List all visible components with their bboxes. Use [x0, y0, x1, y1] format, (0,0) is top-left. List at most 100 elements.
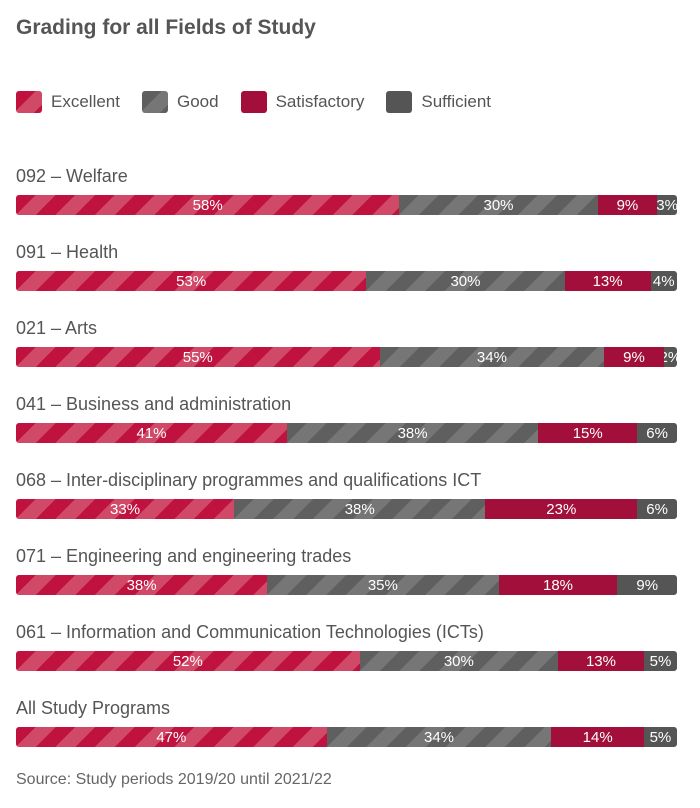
data-label: 9%: [623, 348, 645, 366]
data-label: 15%: [572, 424, 603, 442]
bar-segment-excellent: 41%: [16, 423, 287, 443]
bar-row: All Study Programs 47% 34% 14% 5%: [16, 698, 677, 774]
bar-row: 041 – Business and administration 41% 38% 1…: [16, 394, 677, 470]
data-label: 9%: [636, 576, 659, 594]
bar-segment-satisfactory: 14%: [551, 727, 644, 747]
data-label: 5%: [649, 728, 672, 746]
data-label: 9%: [616, 196, 639, 214]
bar-segment-good: 38%: [287, 423, 539, 443]
bar-row: 092 – Welfare 58% 30% 9% 3%: [16, 166, 677, 242]
legend: Excellent Good Satisfactory Sufficient: [16, 90, 513, 114]
data-label: 13%: [585, 652, 616, 670]
bar-segment-good: 30%: [399, 195, 598, 215]
stacked-bar: 41% 38% 15% 6%: [16, 423, 677, 443]
stacked-bar: 38% 35% 18% 9%: [16, 575, 677, 595]
data-label: 18%: [542, 576, 574, 594]
legend-item-satisfactory: Satisfactory: [240, 91, 365, 113]
data-label: 35%: [367, 576, 398, 594]
data-label: 55%: [182, 348, 213, 366]
data-label: 52%: [172, 652, 203, 670]
category-label: 021 – Arts: [16, 318, 98, 338]
bar-segment-sufficient: 4%: [650, 271, 677, 291]
chart-title: Grading for all Fields of Study: [16, 16, 316, 39]
category-label: 041 – Business and administration: [16, 394, 292, 414]
bar-segment-sufficient: 6%: [637, 423, 677, 443]
data-label: 4%: [652, 272, 675, 290]
legend-swatch-sufficient: [386, 91, 413, 113]
data-label: 41%: [136, 424, 167, 442]
stacked-bar: 33% 38% 23% 6%: [16, 499, 677, 519]
data-label: 58%: [192, 196, 223, 214]
data-label: 34%: [424, 728, 455, 746]
category-label: 068 – Inter-disciplinary programmes and …: [16, 470, 482, 490]
bar-row: 068 – Inter-disciplinary programmes and …: [16, 470, 677, 546]
bar-segment-good: 34%: [379, 347, 605, 367]
bar-row: 061 – Information and Communication Tech…: [16, 622, 677, 698]
bar-segment-excellent: 38%: [16, 575, 268, 595]
bar-segment-excellent: 58%: [16, 195, 400, 215]
legend-item-good: Good: [141, 91, 219, 113]
stacked-bar: 47% 34% 14% 5%: [16, 727, 677, 747]
stacked-bar: 58% 30% 9% 3%: [16, 195, 677, 215]
bar-segment-satisfactory: 23%: [485, 499, 638, 519]
category-label: 061 – Information and Communication Tech…: [16, 622, 484, 642]
bar-segment-sufficient: 5%: [643, 651, 677, 671]
bar-row: 021 – Arts 55% 34% 9% 2%: [16, 318, 677, 394]
category-label: 092 – Welfare: [16, 166, 128, 186]
data-label: 30%: [443, 652, 474, 670]
data-label: 6%: [646, 424, 668, 442]
bar-segment-excellent: 33%: [16, 499, 235, 519]
data-label: 30%: [483, 196, 514, 214]
legend-label-excellent: Excellent: [51, 92, 120, 111]
category-label: 071 – Engineering and engineering trades: [16, 546, 352, 566]
data-label: 3%: [657, 196, 677, 214]
bar-segment-satisfactory: 15%: [538, 423, 638, 443]
bar-segment-satisfactory: 13%: [558, 651, 644, 671]
bar-segment-satisfactory: 13%: [564, 271, 651, 291]
legend-label-good: Good: [176, 92, 219, 111]
bar-segment-sufficient: 2%: [663, 347, 677, 367]
data-label: 33%: [110, 500, 141, 518]
legend-label-satisfactory: Satisfactory: [275, 92, 365, 111]
bar-segment-good: 35%: [267, 575, 499, 595]
stacked-bar: 53% 30% 13% 4%: [16, 271, 677, 291]
data-label: 5%: [649, 652, 672, 670]
bar-segment-excellent: 52%: [16, 651, 360, 671]
bar-segment-satisfactory: 9%: [597, 195, 658, 215]
bar-segment-good: 30%: [366, 271, 565, 291]
data-label: 53%: [176, 272, 207, 290]
bar-segment-sufficient: 5%: [643, 727, 677, 747]
chart-rows: 092 – Welfare 58% 30% 9% 3% 091 – Health 53% 30…: [16, 166, 677, 774]
data-label: 38%: [397, 424, 428, 442]
bar-segment-satisfactory: 9%: [604, 347, 664, 367]
stacked-bar: 52% 30% 13% 5%: [16, 651, 677, 671]
data-label: 2%: [664, 349, 677, 366]
data-label: 38%: [344, 500, 375, 518]
bar-segment-excellent: 55%: [16, 347, 380, 367]
data-label: 13%: [592, 272, 623, 290]
legend-item-sufficient: Sufficient: [386, 91, 491, 113]
legend-item-excellent: Excellent: [16, 91, 120, 113]
legend-swatch-excellent: [16, 91, 42, 113]
bar-segment-sufficient: 3%: [657, 195, 677, 215]
stacked-bar: 55% 34% 9% 2%: [16, 347, 677, 367]
category-label: 091 – Health: [16, 242, 119, 262]
bar-row: 091 – Health 53% 30% 13% 4%: [16, 242, 677, 318]
bar-segment-satisfactory: 18%: [498, 575, 618, 595]
data-label: 34%: [476, 348, 507, 366]
bar-segment-excellent: 47%: [16, 727, 327, 747]
source-note: Source: Study periods 2019/20 until 2021…: [16, 771, 332, 788]
legend-swatch-good: [141, 91, 168, 113]
bar-segment-excellent: 53%: [16, 271, 367, 291]
bar-segment-good: 34%: [326, 727, 552, 747]
data-label: 47%: [156, 728, 187, 746]
data-label: 6%: [646, 500, 668, 518]
data-label: 30%: [450, 272, 481, 290]
data-label: 38%: [126, 576, 157, 594]
legend-label-sufficient: Sufficient: [421, 92, 492, 111]
legend-swatch-satisfactory: [240, 91, 267, 113]
data-label: 23%: [546, 500, 577, 518]
category-label: All Study Programs: [16, 698, 171, 718]
bar-row: 071 – Engineering and engineering trades…: [16, 546, 677, 622]
bar-segment-good: 38%: [234, 499, 486, 519]
